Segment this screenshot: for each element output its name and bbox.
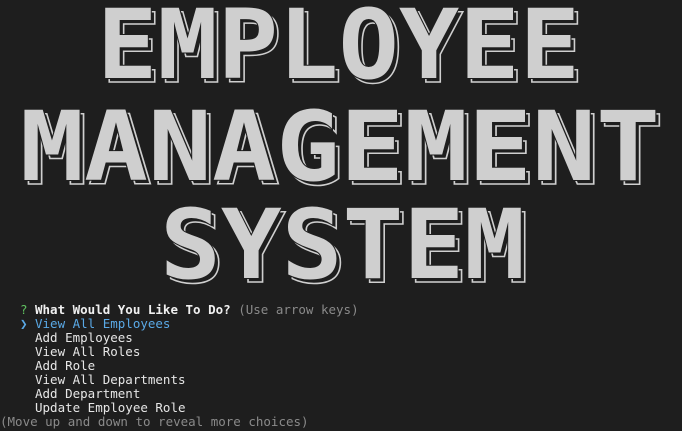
banner-shadow: EMPLOYEE [101,0,584,105]
menu-choice[interactable]: View All Departments [35,372,186,387]
menu-choice[interactable]: Update Employee Role [35,400,186,415]
footer-hint: (Move up and down to reveal more choices… [0,414,309,429]
prompt-text: What Would You Like To Do? (Use arrow ke… [35,303,359,317]
banner-line: EMPLOYEE [97,0,580,101]
prompt-symbol: ? [20,302,28,317]
pointer: ❯ [20,316,28,331]
menu-choice[interactable]: View All Roles [35,344,141,359]
menu-choice[interactable]: Add Role [35,358,96,373]
banner-line: MANAGEMENT [20,91,660,203]
menu-choice[interactable]: View All Employees [35,316,171,331]
banner-shadow: MANAGEMENT [24,95,664,207]
banner-line: SYSTEM [160,189,525,300]
hint: (Use arrow keys) [238,302,359,317]
menu-choice[interactable]: Add Department [35,386,141,401]
menu-choice[interactable]: Add Employees [35,330,133,345]
banner-shadow: SYSTEM [164,193,529,300]
banner: EMPLOYEE EMPLOYEE MANAGEMENT MANAGEMENT … [19,0,665,300]
question: What Would You Like To Do? [35,302,231,317]
